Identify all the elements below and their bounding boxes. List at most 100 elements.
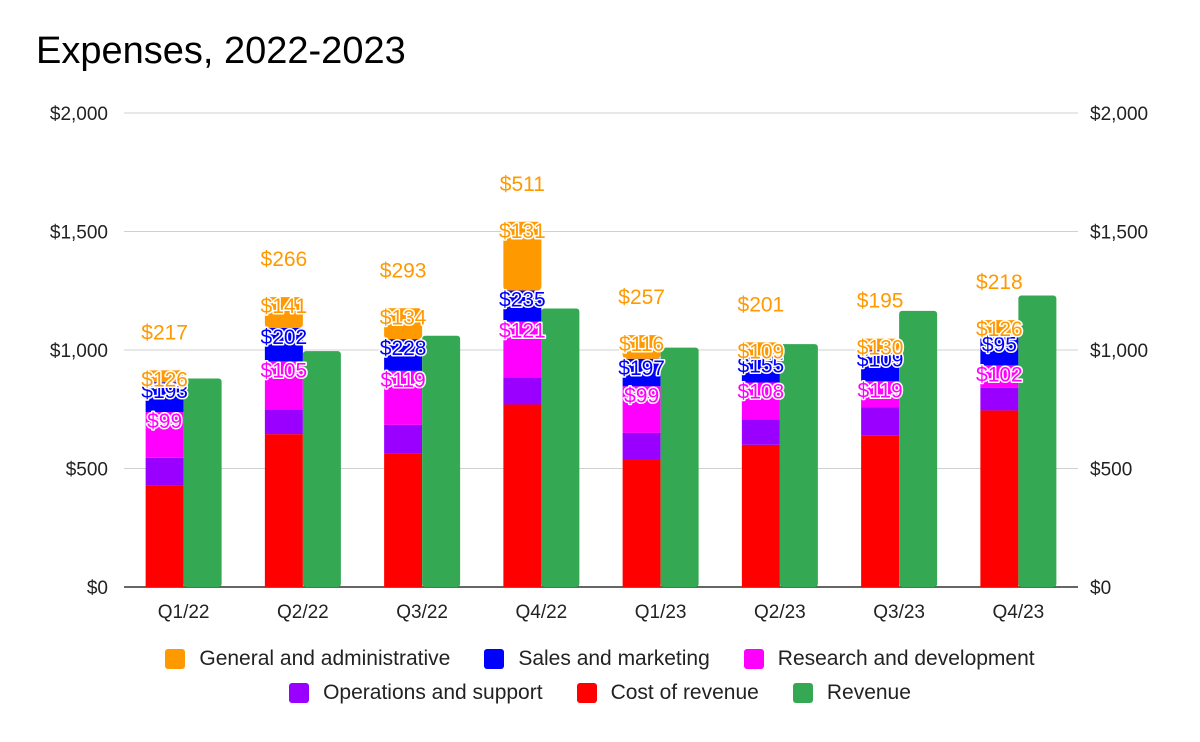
data-label: $116 xyxy=(619,333,664,356)
y-tick-label-left: $0 xyxy=(87,578,108,599)
data-label: $102 xyxy=(976,363,1023,386)
data-label: $228 xyxy=(380,337,427,360)
bar-operations-and-support xyxy=(145,457,184,486)
data-label: $197 xyxy=(618,357,665,380)
bar-research-and-development xyxy=(741,382,780,420)
legend-label: General and administrative xyxy=(199,647,451,670)
total-label: $257 xyxy=(618,286,665,309)
bar-revenue xyxy=(660,347,699,587)
bar-operations-and-support xyxy=(384,424,423,454)
legend-item: Revenue xyxy=(792,681,911,705)
legend-item: Operations and support xyxy=(289,681,543,705)
legend-item: Sales and marketing xyxy=(484,647,710,671)
y-tick-label-left: $2,000 xyxy=(50,104,108,125)
data-label: $121 xyxy=(499,320,546,343)
bar-cost-of-revenue xyxy=(861,435,900,587)
data-label: $119 xyxy=(381,369,426,392)
bar-general-and-administrative xyxy=(145,370,184,383)
legend-row: General and administrative Sales and mark… xyxy=(0,642,1200,676)
x-tick-label: Q3/22 xyxy=(396,602,448,623)
bar-operations-and-support xyxy=(264,409,303,435)
data-label: $126 xyxy=(141,368,188,391)
legend-label: Operations and support xyxy=(323,681,543,704)
bar-general-and-administrative xyxy=(384,308,423,340)
bar-sales-and-marketing xyxy=(741,356,780,383)
data-label: $131 xyxy=(499,220,546,243)
data-label: $99 xyxy=(147,410,182,433)
bar-revenue xyxy=(422,335,461,587)
bar-operations-and-support xyxy=(861,407,900,436)
bar-cost-of-revenue xyxy=(384,453,423,587)
y-tick-label-left: $1,500 xyxy=(50,223,108,244)
legend-label: Revenue xyxy=(826,681,911,704)
y-tick-label-right: $0 xyxy=(1090,578,1111,599)
total-label: $511 xyxy=(500,173,545,196)
bar-cost-of-revenue xyxy=(741,444,780,587)
bar-general-and-administrative xyxy=(861,338,900,351)
bar-research-and-development xyxy=(503,321,542,378)
bar-revenue xyxy=(541,308,580,587)
legend-label: Research and development xyxy=(777,647,1035,670)
bar-cost-of-revenue xyxy=(980,410,1019,587)
x-tick-label: Q4/23 xyxy=(992,602,1044,623)
legend-swatch xyxy=(484,649,505,669)
data-label: $95 xyxy=(982,334,1017,357)
bar-research-and-development xyxy=(861,381,900,408)
bar-cost-of-revenue xyxy=(622,459,661,587)
legend-item: Cost of revenue xyxy=(576,681,759,705)
data-label: $202 xyxy=(261,326,308,349)
x-tick-label: Q4/22 xyxy=(515,602,567,623)
legend-label: Sales and marketing xyxy=(518,647,710,670)
bar-revenue xyxy=(302,351,341,587)
data-label: $99 xyxy=(624,384,659,407)
total-label: $266 xyxy=(261,248,308,271)
axes: $0 $0 $500 $500 $1,000 $1,000 $1,500 $1,500 $2,0… xyxy=(50,104,1148,623)
bar-operations-and-support xyxy=(622,432,661,460)
legend-swatch xyxy=(165,649,186,669)
x-tick-label: Q1/23 xyxy=(635,602,687,623)
data-label: $109 xyxy=(738,340,785,363)
bar-research-and-development xyxy=(264,361,303,410)
y-tick-label-left: $500 xyxy=(66,460,108,481)
bar-sales-and-marketing xyxy=(384,339,423,371)
y-tick-label-right: $500 xyxy=(1090,460,1132,481)
data-label: $235 xyxy=(499,289,546,312)
x-tick-label: Q2/23 xyxy=(754,602,806,623)
total-label: $218 xyxy=(976,271,1023,294)
legend-label: Cost of revenue xyxy=(610,681,759,704)
bar-operations-and-support xyxy=(741,419,780,445)
legend-swatch xyxy=(289,683,310,703)
total-label: $217 xyxy=(141,321,188,344)
bar-general-and-administrative xyxy=(980,320,1019,336)
data-labels: $99$193$126$217$105$202$141$266$119$228$… xyxy=(140,171,1024,434)
data-label: $141 xyxy=(261,295,308,318)
bar-general-and-administrative xyxy=(264,297,303,328)
bar-sales-and-marketing xyxy=(861,350,900,382)
data-label: $108 xyxy=(738,380,785,403)
bar-research-and-development xyxy=(145,412,184,458)
bar-sales-and-marketing xyxy=(622,358,661,387)
bar-sales-and-marketing xyxy=(503,290,542,322)
legend-item: General and administrative xyxy=(165,647,450,671)
total-label: $293 xyxy=(380,259,427,282)
bar-revenue xyxy=(899,310,938,587)
data-label: $126 xyxy=(976,318,1023,341)
total-label: $195 xyxy=(857,290,904,313)
bar-cost-of-revenue xyxy=(503,404,542,587)
legend-swatch xyxy=(792,683,813,703)
bar-sales-and-marketing xyxy=(980,335,1019,366)
data-label: $119 xyxy=(858,379,903,402)
bar-revenue xyxy=(779,344,818,587)
bar-general-and-administrative xyxy=(503,221,542,291)
bar-general-and-administrative xyxy=(622,335,661,359)
data-label: $130 xyxy=(857,337,904,360)
y-tick-label-right: $1,000 xyxy=(1090,341,1148,362)
legend-swatch xyxy=(576,683,597,703)
bar-sales-and-marketing xyxy=(145,382,184,413)
bar-sales-and-marketing xyxy=(264,327,303,362)
data-label: $109 xyxy=(857,348,904,371)
x-tick-label: Q1/22 xyxy=(158,602,210,623)
data-label: $134 xyxy=(380,306,427,329)
legend-swatch xyxy=(743,649,764,669)
